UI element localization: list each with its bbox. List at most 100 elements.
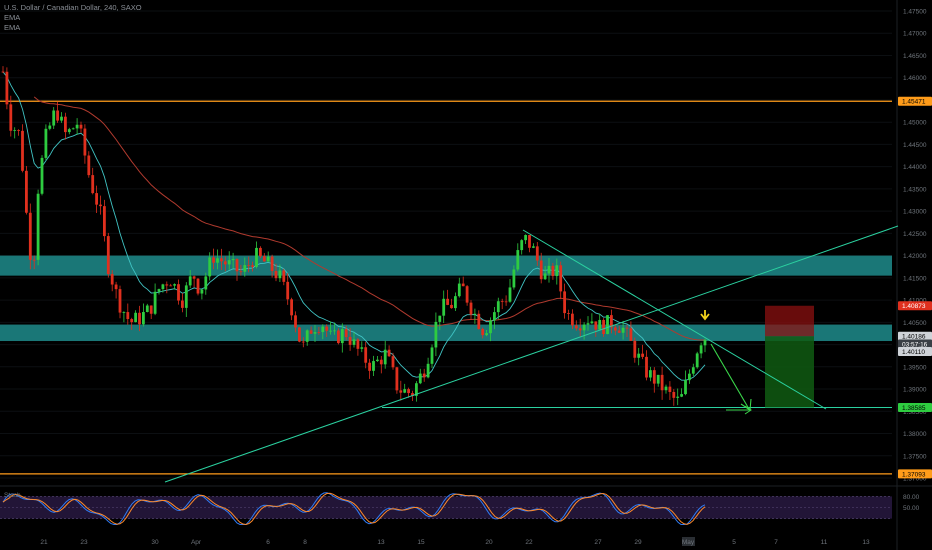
candle-body xyxy=(450,304,453,309)
candle-body xyxy=(255,247,258,267)
candle xyxy=(602,318,605,337)
candle xyxy=(48,122,52,131)
candle xyxy=(512,265,516,290)
candle xyxy=(617,325,621,334)
candle-body xyxy=(539,260,543,280)
candle-body xyxy=(204,276,208,290)
candle-body xyxy=(32,259,36,261)
trendlines[interactable] xyxy=(164,225,899,483)
candle-body xyxy=(376,359,379,362)
candle xyxy=(652,367,656,393)
candle-body xyxy=(321,326,325,333)
candle-body xyxy=(352,339,356,345)
candle-body xyxy=(91,175,95,194)
price-tick-label: 1.45000 xyxy=(903,120,927,127)
candle xyxy=(286,273,290,305)
candle-body xyxy=(173,284,176,286)
candle-body xyxy=(481,328,485,336)
candle-body xyxy=(329,330,332,332)
candle-body xyxy=(567,313,570,314)
candle xyxy=(586,316,590,331)
candle xyxy=(508,278,512,303)
candle-body xyxy=(641,353,644,357)
candle xyxy=(262,253,266,262)
candle xyxy=(383,340,387,369)
candle-body xyxy=(60,116,63,121)
time-tick-label: 8 xyxy=(303,539,307,546)
candle-body xyxy=(348,336,352,345)
candle-body xyxy=(524,235,527,241)
candle xyxy=(535,242,539,266)
candle xyxy=(1,66,5,73)
candle-body xyxy=(461,283,465,287)
candle-body xyxy=(473,313,477,315)
price-tag: 1.38585 xyxy=(898,403,932,413)
price-tick-label: 1.37000 xyxy=(903,476,927,483)
candle xyxy=(418,368,422,385)
candle-body xyxy=(395,367,399,391)
zone-band xyxy=(0,255,892,276)
candle xyxy=(321,324,325,340)
short-position-box[interactable] xyxy=(765,305,814,408)
candle xyxy=(668,381,672,400)
time-tick-label: 21 xyxy=(40,539,48,546)
candle xyxy=(298,327,301,343)
candle xyxy=(465,284,469,306)
candle-body xyxy=(56,110,59,121)
candle xyxy=(290,297,293,321)
candle xyxy=(387,345,391,358)
candle-body xyxy=(212,257,215,263)
candle-body xyxy=(465,286,469,303)
candle xyxy=(691,363,695,377)
candle xyxy=(364,341,368,369)
candle-body xyxy=(383,349,387,365)
time-tick-label: 13 xyxy=(862,539,870,546)
time-axis[interactable]: 21 23 30 Apr 6 8 13 15 20 22 27 29 May 5 7 11 13 xyxy=(40,537,870,546)
candle xyxy=(95,185,98,214)
candle-body xyxy=(586,323,590,325)
candle-body xyxy=(138,312,141,325)
candle xyxy=(629,321,633,341)
candle-body xyxy=(325,326,329,331)
ema-lines xyxy=(2,71,706,381)
candle-body xyxy=(613,327,617,331)
candle-body xyxy=(399,390,403,393)
candle-body xyxy=(333,330,336,332)
candle xyxy=(481,327,485,339)
candle xyxy=(9,95,13,137)
price-tag-label: 1.40110 xyxy=(902,349,925,356)
candle-body xyxy=(415,383,418,396)
candle-body xyxy=(220,258,223,262)
time-tick-label: 15 xyxy=(417,539,425,546)
candle xyxy=(118,285,122,319)
candle-body xyxy=(278,270,282,279)
candle-body xyxy=(309,330,313,334)
candle xyxy=(243,257,247,277)
candle xyxy=(656,374,660,387)
candle xyxy=(500,298,504,310)
time-tick-label: 23 xyxy=(80,539,88,546)
candle xyxy=(703,338,707,353)
current-date-highlight xyxy=(682,537,695,546)
candle-body xyxy=(610,315,613,328)
candle xyxy=(516,243,520,272)
candle xyxy=(36,189,40,266)
candle-body xyxy=(130,319,134,323)
price-axis[interactable]: 1.475001.470001.465001.460001.455001.450… xyxy=(903,9,927,483)
candle-body xyxy=(181,300,184,308)
stop-loss-zone xyxy=(765,305,814,337)
candle-body xyxy=(298,327,301,342)
time-tick-label: 22 xyxy=(525,539,533,546)
candle-body xyxy=(387,349,391,357)
candle-body xyxy=(28,212,32,260)
candle-body xyxy=(161,284,165,290)
candle-body xyxy=(418,373,422,384)
candle-body xyxy=(668,386,672,392)
candle-body xyxy=(633,340,637,358)
candle xyxy=(574,320,578,331)
candle-body xyxy=(290,299,293,316)
candle xyxy=(637,347,641,366)
candle xyxy=(352,332,356,348)
candle xyxy=(28,203,32,270)
